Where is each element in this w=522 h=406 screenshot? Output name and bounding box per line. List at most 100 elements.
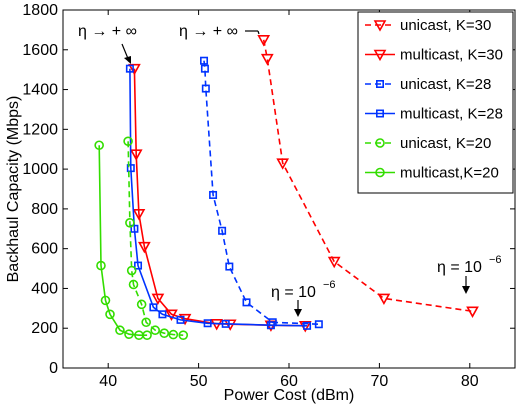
y-tick-label: 1200 <box>22 121 58 138</box>
data-point <box>200 56 209 65</box>
data-point <box>151 293 165 306</box>
x-tick-label: 70 <box>371 373 389 390</box>
y-tick-label: 200 <box>31 320 58 337</box>
data-point <box>165 309 178 321</box>
data-point <box>132 209 146 221</box>
data-point <box>201 84 210 93</box>
axis-ticks: 40 50 60 70 80020040060080010001200140016001… <box>22 2 515 390</box>
data-point <box>138 241 151 254</box>
data-point <box>141 317 151 328</box>
data-point <box>136 299 147 310</box>
data-point <box>225 262 234 271</box>
data-point <box>128 279 139 290</box>
data-point <box>266 321 275 330</box>
legend-label: multicast,K=20 <box>400 165 499 182</box>
data-point <box>203 319 212 328</box>
data-point <box>260 53 274 66</box>
annotation-eta-1e-6-mid: η = 10 −6 <box>271 279 336 301</box>
data-point <box>129 149 143 161</box>
y-axis-title: Backhaul Capacity (Mbps) <box>5 96 22 283</box>
x-tick-label: 40 <box>99 373 117 390</box>
series-lines <box>94 35 479 340</box>
legend-entry: multicast, K=30 <box>365 47 503 64</box>
y-tick-label: 600 <box>31 241 58 258</box>
annotation-arrowhead-mid <box>294 309 302 317</box>
y-tick-label: 0 <box>49 360 58 377</box>
legend-label: multicast, K=28 <box>400 106 503 123</box>
data-point <box>178 330 189 340</box>
annotation-eta-1e-6-right: η = 10 −6 <box>437 254 502 276</box>
legend: unicast, K=30 multicast, K=30 unicast, K=2… <box>357 11 514 194</box>
data-point <box>218 226 227 235</box>
series-line <box>98 145 148 336</box>
legend-entry: unicast, K=30 <box>365 17 491 34</box>
x-axis-title: Power Cost (dBm) <box>224 387 355 404</box>
data-point <box>94 140 104 151</box>
legend-label: unicast, K=28 <box>400 76 491 93</box>
data-point <box>242 298 251 307</box>
data-point <box>176 315 185 324</box>
legend-marker <box>373 20 387 32</box>
annotation-arrowhead-right-eta <box>462 286 470 294</box>
legend-box <box>357 11 514 194</box>
annotation-eta-infinity-right: η → + ∞ <box>179 23 238 40</box>
y-tick-label: 1600 <box>22 42 58 59</box>
data-point <box>134 261 143 270</box>
legend-label: multicast, K=30 <box>400 47 503 64</box>
x-tick-label: 80 <box>461 373 479 390</box>
data-point <box>125 218 135 228</box>
annotation-eta-1e-6-mid-exponent: −6 <box>323 279 336 291</box>
data-point <box>125 64 134 73</box>
data-point <box>123 136 133 147</box>
legend-entry: multicast, K=28 <box>365 106 503 123</box>
data-point <box>257 35 271 47</box>
series-2 <box>200 56 323 329</box>
series-4 <box>123 136 189 340</box>
data-point <box>158 310 167 319</box>
annotations: η → + ∞ η → + ∞ η = 10 −6 η = 10 −6 <box>78 23 502 317</box>
legend-marker <box>375 109 384 118</box>
series-line <box>203 60 319 325</box>
data-point <box>96 260 106 271</box>
data-point <box>115 325 125 336</box>
series-line <box>262 39 473 313</box>
data-point <box>142 330 152 340</box>
legend-label: unicast, K=30 <box>400 17 491 34</box>
data-point <box>126 265 137 276</box>
data-point <box>200 64 209 73</box>
legend-entry: multicast,K=20 <box>365 165 499 182</box>
data-point <box>159 328 170 338</box>
legend-marker <box>375 167 385 178</box>
series-0 <box>257 35 479 318</box>
y-tick-label: 800 <box>31 201 58 218</box>
y-tick-label: 400 <box>31 280 58 297</box>
annotation-eta-1e-6-mid-base: η = 10 <box>271 284 316 301</box>
data-point <box>377 293 391 306</box>
annotation-arrowhead-left <box>124 56 131 64</box>
legend-marker <box>375 138 385 148</box>
series-line <box>127 141 184 336</box>
annotation-arrow-right-drop <box>257 30 260 35</box>
data-point <box>124 329 134 339</box>
series-line <box>129 68 308 327</box>
data-point <box>303 321 312 330</box>
legend-marker <box>373 49 387 62</box>
data-point <box>327 256 341 269</box>
x-tick-label: 60 <box>280 373 298 390</box>
data-point <box>168 329 179 340</box>
annotation-eta-infinity-left: η → + ∞ <box>78 23 137 40</box>
data-point <box>209 190 218 199</box>
legend-label: unicast, K=20 <box>400 135 491 152</box>
data-point <box>126 164 135 173</box>
data-point <box>466 306 479 318</box>
legend-marker <box>375 80 384 89</box>
data-point <box>314 320 323 329</box>
data-point <box>276 158 290 170</box>
data-point <box>105 309 115 320</box>
data-point <box>178 313 192 326</box>
data-point <box>221 319 230 328</box>
data-point <box>149 303 158 312</box>
legend-entry: unicast, K=28 <box>365 76 491 93</box>
legend-entry: unicast, K=20 <box>365 135 491 152</box>
